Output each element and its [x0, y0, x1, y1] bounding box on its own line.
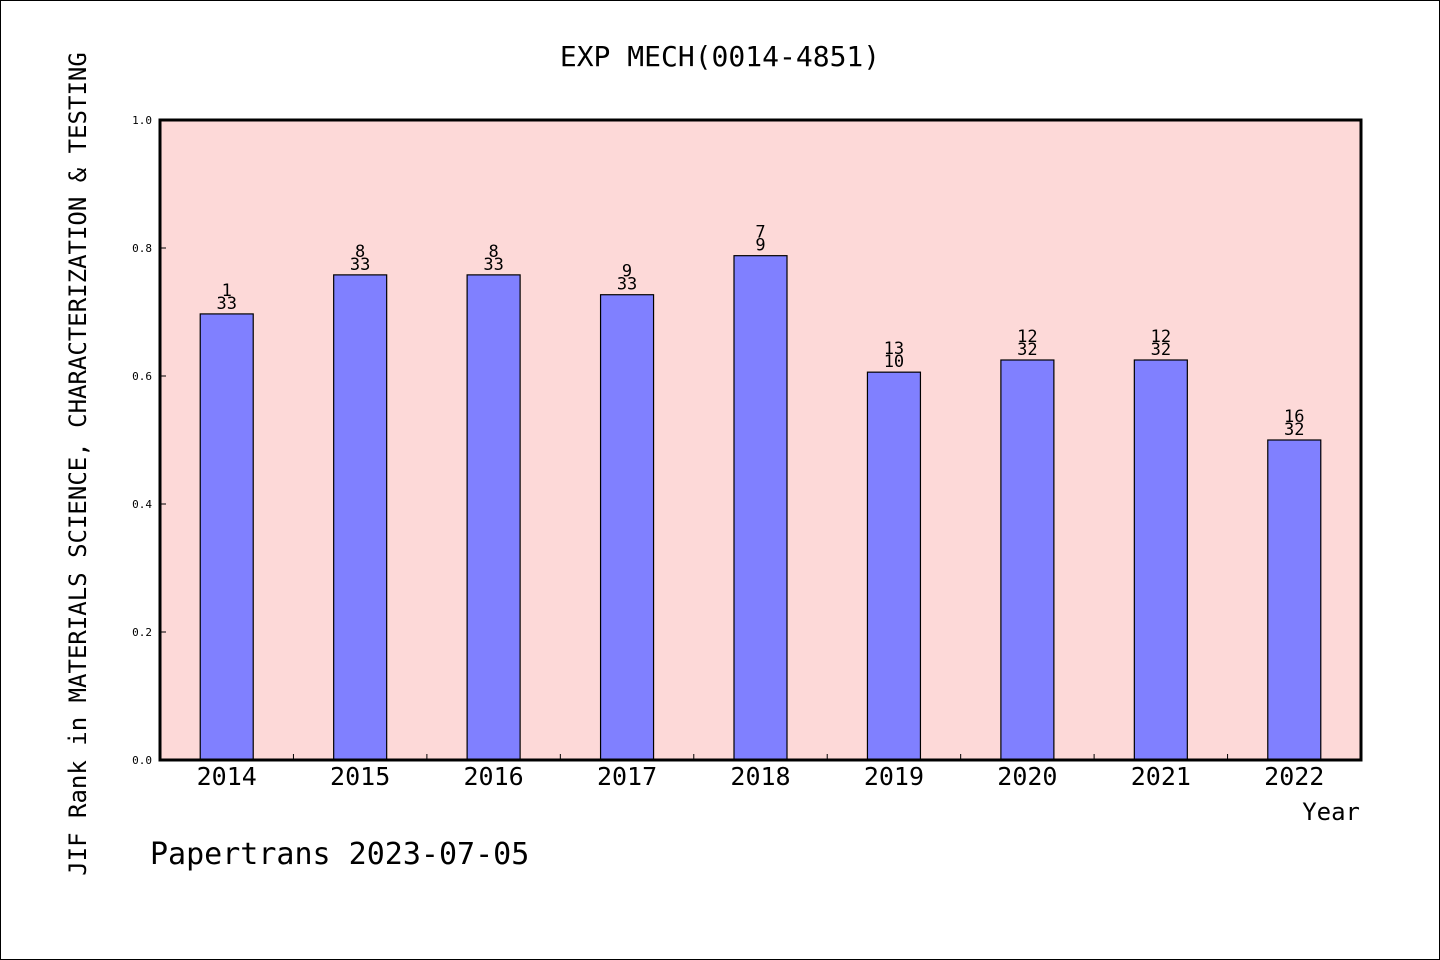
bar-label-rank-2021: 12 [1151, 327, 1171, 347]
bar-label-rank-2019: 13 [884, 339, 904, 359]
bar-label-rank-2018: 7 [755, 223, 765, 243]
x-axis-label: Year [1302, 798, 1360, 826]
bar-label-total-2021: 32 [1151, 340, 1171, 360]
bar-label-rank-2017: 9 [622, 262, 632, 282]
y-tick-label: 0.0 [132, 754, 152, 767]
x-tick-label-2014: 2014 [197, 762, 257, 791]
x-tick-label-2019: 2019 [864, 762, 924, 791]
bar-2022 [1267, 439, 1322, 761]
x-tick-label-2016: 2016 [464, 762, 524, 791]
bar-label-rank-2022: 16 [1284, 407, 1304, 427]
bar-2018 [733, 255, 788, 761]
y-axis-label: JIF Rank in MATERIALS SCIENCE, CHARACTER… [64, 52, 92, 876]
bar-2015 [333, 274, 388, 761]
x-tick-label-2015: 2015 [330, 762, 390, 791]
y-tick-label: 1.0 [132, 114, 152, 127]
x-tick-label-2018: 2018 [730, 762, 790, 791]
x-tick-label-2021: 2021 [1131, 762, 1191, 791]
bar-label-total-2017: 33 [617, 275, 637, 295]
y-tick-label: 0.6 [132, 370, 152, 383]
x-tick-label-2017: 2017 [597, 762, 657, 791]
y-ticks-group: 0.0 0.2 0.4 0.6 0.8 1.0 [132, 114, 166, 767]
bar-label-total-2018: 9 [755, 236, 765, 256]
y-tick-label: 0.8 [132, 242, 152, 255]
x-tick-label-2022: 2022 [1264, 762, 1324, 791]
bar-2019 [866, 371, 922, 761]
bar-2017 [599, 294, 655, 761]
bar-2020 [1000, 359, 1055, 761]
bar-label-total-2019: 10 [884, 352, 904, 372]
y-tick-label: 0.2 [132, 626, 152, 639]
y-tick-label: 0.4 [132, 498, 152, 511]
bar-label-total-2020: 32 [1017, 340, 1037, 360]
chart-title: EXP MECH(0014-4851) [560, 40, 880, 73]
bar-label-rank-2015: 8 [355, 242, 365, 262]
x-tick-label-2020: 2020 [997, 762, 1057, 791]
bar-label-rank-2016: 8 [488, 242, 498, 262]
bar-2014 [199, 313, 254, 761]
bar-2021 [1133, 359, 1188, 761]
bar-label-total-2015: 33 [350, 255, 370, 275]
bar-label-total-2016: 33 [483, 255, 503, 275]
plot-border [158, 118, 1363, 762]
bar-label-rank-2014: 1 [222, 281, 232, 301]
bar-label-total-2014: 33 [216, 294, 236, 314]
x-ticks-group: 2014 2015 2016 2017 2018 2019 2020 2021 2022 [197, 754, 1324, 791]
bar-2016 [466, 274, 521, 761]
watermark-text: Papertrans 2023-07-05 [150, 837, 529, 872]
bar-label-rank-2020: 12 [1017, 327, 1037, 347]
bars-group [199, 255, 1322, 761]
bar-label-total-2022: 32 [1284, 420, 1304, 440]
